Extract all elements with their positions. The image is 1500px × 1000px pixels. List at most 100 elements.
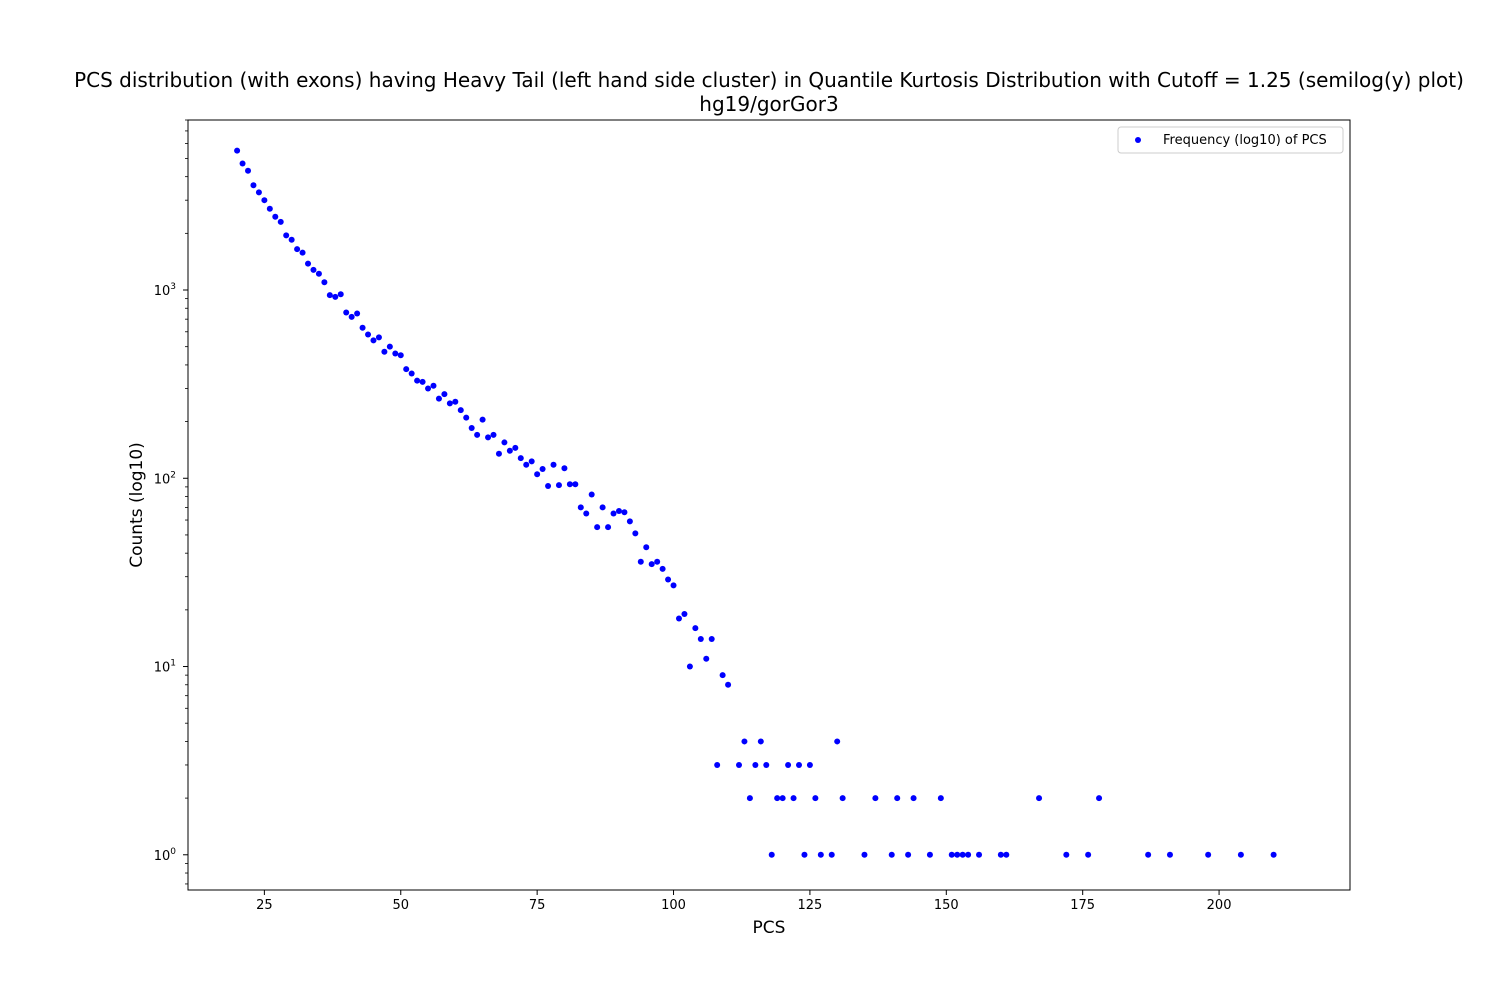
data-point	[561, 465, 568, 472]
data-point	[479, 416, 486, 423]
data-point	[910, 795, 917, 802]
x-tick-label: 175	[1070, 898, 1095, 913]
data-point	[670, 582, 677, 589]
data-point	[370, 337, 377, 344]
data-point	[506, 447, 513, 454]
data-point	[501, 439, 508, 446]
data-point	[1270, 851, 1277, 858]
data-point	[392, 350, 399, 357]
data-point	[774, 795, 781, 802]
data-point	[1166, 851, 1173, 858]
data-point	[725, 681, 732, 688]
data-point	[763, 761, 770, 768]
data-point	[441, 391, 448, 398]
data-point	[283, 232, 290, 239]
data-point	[490, 431, 497, 438]
data-point	[474, 431, 481, 438]
data-point	[321, 279, 328, 286]
data-point	[703, 655, 710, 662]
data-point	[976, 851, 983, 858]
x-tick-label: 150	[934, 898, 959, 913]
data-point	[1036, 795, 1043, 802]
y-axis-label: Counts (log10)	[127, 442, 147, 568]
data-point	[665, 576, 672, 583]
data-point	[397, 352, 404, 359]
data-point	[626, 518, 633, 525]
data-point	[305, 260, 312, 267]
data-point	[583, 510, 590, 517]
data-point	[599, 504, 606, 511]
x-tick-label: 100	[661, 898, 686, 913]
data-point	[463, 414, 470, 421]
data-point	[255, 189, 262, 196]
data-point	[534, 471, 541, 478]
plot-frame	[187, 119, 1351, 891]
data-point	[435, 395, 442, 402]
data-point	[315, 270, 322, 277]
data-point	[741, 738, 748, 745]
data-point	[708, 636, 715, 643]
data-point	[752, 761, 759, 768]
data-point	[757, 738, 764, 745]
chart-subtitle: hg19/gorGor3	[699, 92, 839, 116]
data-point	[817, 851, 824, 858]
data-point	[566, 481, 573, 488]
y-tick-label: 103	[154, 282, 176, 299]
data-point	[261, 197, 268, 204]
y-tick-label: 102	[154, 470, 176, 487]
data-point	[523, 461, 530, 468]
data-point	[386, 343, 393, 350]
data-point	[577, 504, 584, 511]
data-point	[1237, 851, 1244, 858]
data-point	[610, 510, 617, 517]
data-point	[239, 160, 246, 167]
data-point	[310, 266, 317, 273]
data-point	[615, 508, 622, 515]
data-point	[888, 851, 895, 858]
data-point	[1003, 851, 1010, 858]
data-point	[266, 205, 273, 212]
y-axis: 100 101 102 103	[154, 282, 188, 864]
legend-marker	[1135, 137, 1141, 143]
data-point	[768, 851, 775, 858]
data-point	[839, 795, 846, 802]
data-point	[539, 466, 546, 473]
data-point	[512, 444, 519, 451]
data-point	[785, 761, 792, 768]
data-point	[659, 565, 666, 572]
data-point	[588, 491, 595, 498]
data-point	[828, 851, 835, 858]
data-point	[801, 851, 808, 858]
y-tick-label: 100	[154, 847, 177, 864]
data-point	[343, 309, 350, 316]
data-point	[692, 625, 699, 632]
data-point	[337, 291, 344, 298]
data-point	[354, 310, 361, 317]
data-point	[834, 738, 841, 745]
data-point	[550, 461, 557, 468]
data-point	[348, 313, 355, 320]
data-point	[872, 795, 879, 802]
data-point	[812, 795, 819, 802]
data-point	[250, 182, 257, 189]
data-point	[643, 544, 650, 551]
data-point	[277, 218, 284, 225]
x-axis: 25 50 75 100 125 150 175 200	[256, 890, 1231, 913]
data-point	[905, 851, 912, 858]
data-point	[528, 458, 535, 465]
legend-box	[1117, 126, 1344, 154]
data-point	[948, 851, 955, 858]
data-point	[681, 611, 688, 618]
data-point	[485, 434, 492, 441]
x-tick-label: 200	[1207, 898, 1232, 913]
data-point	[545, 482, 552, 489]
data-point	[954, 851, 961, 858]
data-point	[419, 378, 426, 385]
data-point	[796, 761, 803, 768]
data-point	[1145, 851, 1152, 858]
data-point	[735, 761, 742, 768]
data-point	[632, 530, 639, 537]
data-point	[926, 851, 933, 858]
data-point	[245, 167, 252, 174]
